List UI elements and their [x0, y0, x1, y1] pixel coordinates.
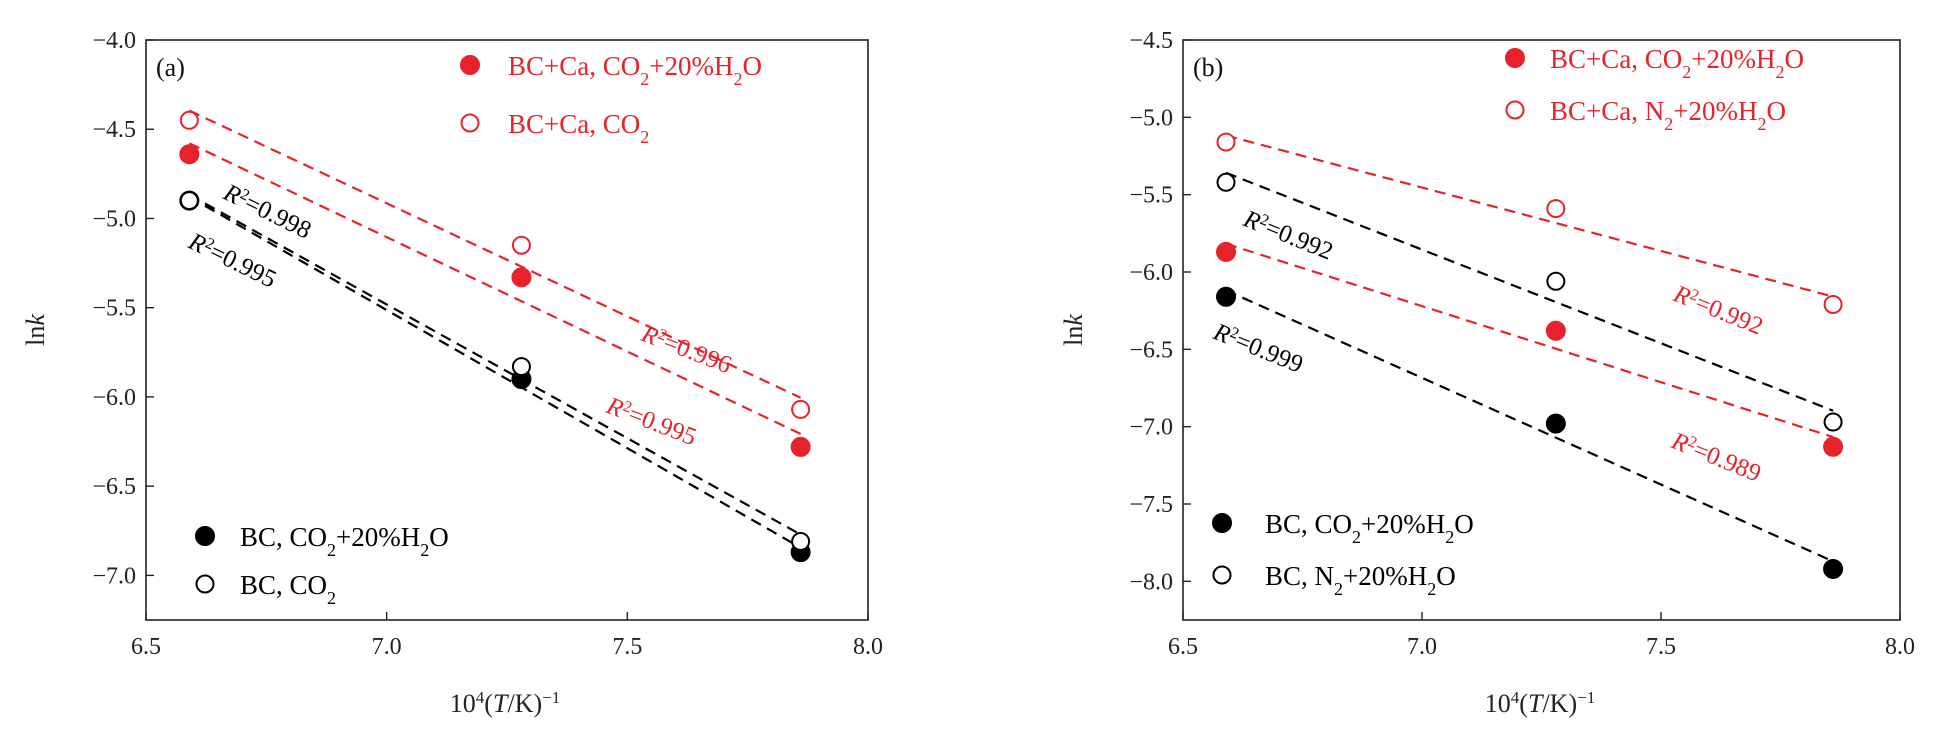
x-tick-label: 7.0 — [1407, 634, 1437, 660]
series-bc-co2-20-h2o: R2=0.995 — [179, 190, 811, 563]
series-bc-n2-20-h2o: R2=0.992 — [1216, 171, 1843, 432]
data-point — [1216, 132, 1236, 152]
r2-label: R2=0.999 — [1209, 318, 1307, 379]
data-point — [1823, 436, 1844, 457]
fit-line — [188, 195, 802, 549]
data-point — [1546, 199, 1566, 219]
data-point — [1216, 286, 1237, 307]
x-tick-label: 7.0 — [372, 634, 402, 660]
chart-panel-a: 6.5 7.0 7.5 8.0 −4.0 −4.5 −5.0 −5.5 −6.0 −6.5 −7.0… — [21, 28, 883, 718]
legend-marker — [195, 574, 215, 594]
r2-label: R2=0.992 — [1669, 280, 1767, 341]
fit-line — [188, 109, 802, 399]
data-point — [1823, 294, 1843, 314]
fit-line — [1225, 134, 1834, 298]
series-bc-ca-co2-20-h2o: R2=0.989 — [1216, 241, 1844, 488]
y-tick-label: −6.0 — [1129, 260, 1173, 286]
plot-frame — [1182, 39, 1901, 621]
r2-label: R2=0.992 — [1239, 205, 1337, 266]
fit-line — [1225, 171, 1834, 412]
y-tick-label: −7.0 — [92, 563, 136, 589]
y-axis-label: lnk — [21, 314, 50, 346]
legend-label-top-0: BC+Ca, CO2+20%H2O — [1550, 44, 1804, 82]
panel-label: (a) — [156, 53, 185, 82]
y-tick-label: −6.5 — [1129, 337, 1173, 363]
data-point — [1823, 412, 1843, 432]
legend-label-top-1: BC+Ca, N2+20%H2O — [1550, 96, 1786, 134]
r2-label: R2=0.995 — [183, 227, 280, 293]
legend-marker — [1505, 100, 1525, 120]
legend-label-bottom-0: BC, CO2+20%H2O — [240, 522, 449, 560]
legend: BC+Ca, CO2+20%H2O BC+Ca, N2+20%H2O BC, CO2… — [1212, 44, 1804, 599]
data-point — [1545, 320, 1566, 341]
r2-label: R2=0.996 — [637, 320, 735, 380]
legend-marker — [1212, 513, 1232, 533]
data-point — [790, 436, 811, 457]
legend-marker — [195, 526, 215, 546]
legend-marker — [460, 55, 480, 75]
data-point — [1546, 271, 1566, 291]
data-point — [1216, 241, 1237, 262]
x-tick-label: 7.5 — [612, 634, 642, 660]
data-point — [511, 357, 531, 377]
legend-marker — [1212, 565, 1232, 585]
y-tick-label: −4.5 — [92, 117, 136, 143]
x-axis-label: 104(T/K)−1 — [450, 688, 560, 719]
r2-label: R2=0.989 — [1667, 427, 1765, 488]
legend-label-bottom-0: BC, CO2+20%H2O — [1265, 509, 1474, 547]
fit-line — [1225, 289, 1834, 563]
data-point — [1823, 558, 1844, 579]
x-tick-label: 6.5 — [1168, 634, 1198, 660]
legend-label-bottom-1: BC, N2+20%H2O — [1265, 561, 1456, 599]
legend-label-top-0: BC+Ca, CO2+20%H2O — [508, 51, 762, 89]
x-tick-label: 8.0 — [853, 634, 883, 660]
r2-label: R2=0.998 — [218, 178, 315, 244]
y-tick-label: −6.0 — [92, 385, 136, 411]
fit-line — [1225, 242, 1834, 439]
legend-label-top-1: BC+Ca, CO2 — [508, 109, 649, 147]
fit-line — [188, 193, 802, 536]
series-bc-ca-co2-20-h2o: R2=0.995 — [179, 142, 811, 457]
legend-marker — [460, 113, 480, 133]
data-point — [179, 191, 199, 211]
legend: BC+Ca, CO2+20%H2O BC+Ca, CO2 BC, CO2+20%H2… — [195, 51, 762, 608]
data-point — [511, 235, 531, 255]
x-tick-label: 7.5 — [1646, 634, 1676, 660]
x-axis-label: 104(T/K)−1 — [1485, 688, 1595, 719]
y-tick-label: −5.5 — [1129, 183, 1173, 209]
y-tick-label: −4.0 — [92, 28, 136, 54]
y-tick-label: −8.0 — [1129, 569, 1173, 595]
chart-panel-b: 6.5 7.0 7.5 8.0 −4.5 −5.0 −5.5 −6.0 −6.5 −7.0 −7.5… — [1059, 28, 1915, 718]
data-point — [1545, 413, 1566, 434]
y-tick-label: −5.0 — [1129, 105, 1173, 131]
y-tick-label: −5.0 — [92, 206, 136, 232]
y-tick-label: −4.5 — [1129, 28, 1173, 54]
y-tick-label: −6.5 — [92, 474, 136, 500]
fit-line — [188, 142, 802, 435]
x-tick-label: 8.0 — [1885, 634, 1915, 660]
y-tick-label: −7.5 — [1129, 492, 1173, 518]
data-point — [791, 399, 811, 419]
panel-label: (b) — [1193, 53, 1223, 82]
y-axis-label: lnk — [1059, 314, 1088, 346]
data-point — [791, 531, 811, 551]
data-point — [179, 110, 199, 130]
data-point — [1216, 172, 1236, 192]
y-tick-label: −7.0 — [1129, 415, 1173, 441]
data-point — [511, 267, 532, 288]
plot-frame — [145, 39, 869, 621]
y-tick-label: −5.5 — [92, 296, 136, 322]
x-tick-label: 6.5 — [131, 634, 161, 660]
legend-label-bottom-1: BC, CO2 — [240, 570, 336, 608]
data-point — [179, 144, 200, 165]
legend-marker — [1505, 48, 1525, 68]
